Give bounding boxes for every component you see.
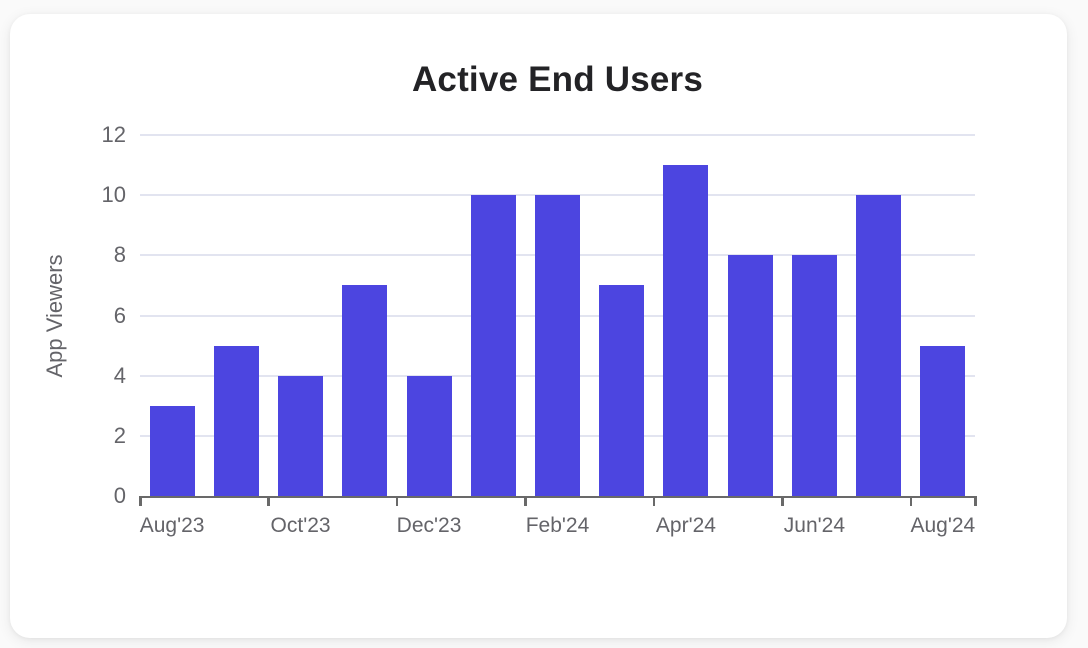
- bar-jul24[interactable]: [856, 195, 902, 496]
- x-tick: [395, 496, 399, 506]
- plot-area: [140, 134, 975, 498]
- x-axis-label-oct23: Oct'23: [270, 514, 331, 537]
- bar-jan24[interactable]: [470, 195, 516, 496]
- x-axis-label-dec23: Dec'23: [396, 514, 462, 537]
- y-tick-label-6: 6: [113, 302, 126, 328]
- x-tick: [652, 496, 656, 506]
- bar-mar24[interactable]: [599, 285, 645, 496]
- x-tick: [781, 496, 784, 506]
- x-axis-label-aug24: Aug'24: [910, 514, 976, 537]
- bar-jun24[interactable]: [791, 255, 837, 496]
- y-tick-label-0: 0: [113, 483, 126, 508]
- y-tick-label-10: 10: [101, 182, 126, 208]
- bar-oct23[interactable]: [278, 375, 324, 496]
- bar-dec23[interactable]: [406, 375, 452, 496]
- x-tick: [524, 496, 527, 506]
- bar-sep23[interactable]: [213, 345, 259, 496]
- x-tick: [139, 496, 142, 506]
- bar-feb24[interactable]: [535, 195, 580, 496]
- y-tick-label-8: 8: [113, 242, 126, 268]
- bar-nov23[interactable]: [342, 285, 388, 496]
- y-tick-label-4: 4: [113, 362, 126, 388]
- bar-may24[interactable]: [727, 255, 773, 496]
- x-axis-label-apr24: Apr'24: [655, 514, 716, 537]
- chart-card: Active End Users App Viewers 0 2 4 6 8 10 12 Au…: [10, 14, 1067, 638]
- x-axis-line: [140, 495, 975, 498]
- gridline-10: [140, 194, 975, 197]
- x-tick: [909, 496, 913, 506]
- chart-title: Active End Users: [411, 60, 704, 99]
- bar-apr24[interactable]: [663, 165, 709, 496]
- bar-aug23[interactable]: [149, 405, 195, 496]
- x-axis-label-jun24: Jun'24: [783, 514, 846, 537]
- x-axis-label-aug23: Aug'23: [139, 514, 205, 537]
- x-axis-label-feb24: Feb'24: [525, 514, 590, 537]
- x-tick: [974, 496, 977, 506]
- bar-aug24[interactable]: [920, 345, 966, 496]
- gridline-12: [140, 134, 975, 136]
- x-tick: [267, 496, 270, 506]
- y-tick-label-2: 2: [113, 422, 126, 448]
- y-tick-label-12: 12: [101, 122, 126, 147]
